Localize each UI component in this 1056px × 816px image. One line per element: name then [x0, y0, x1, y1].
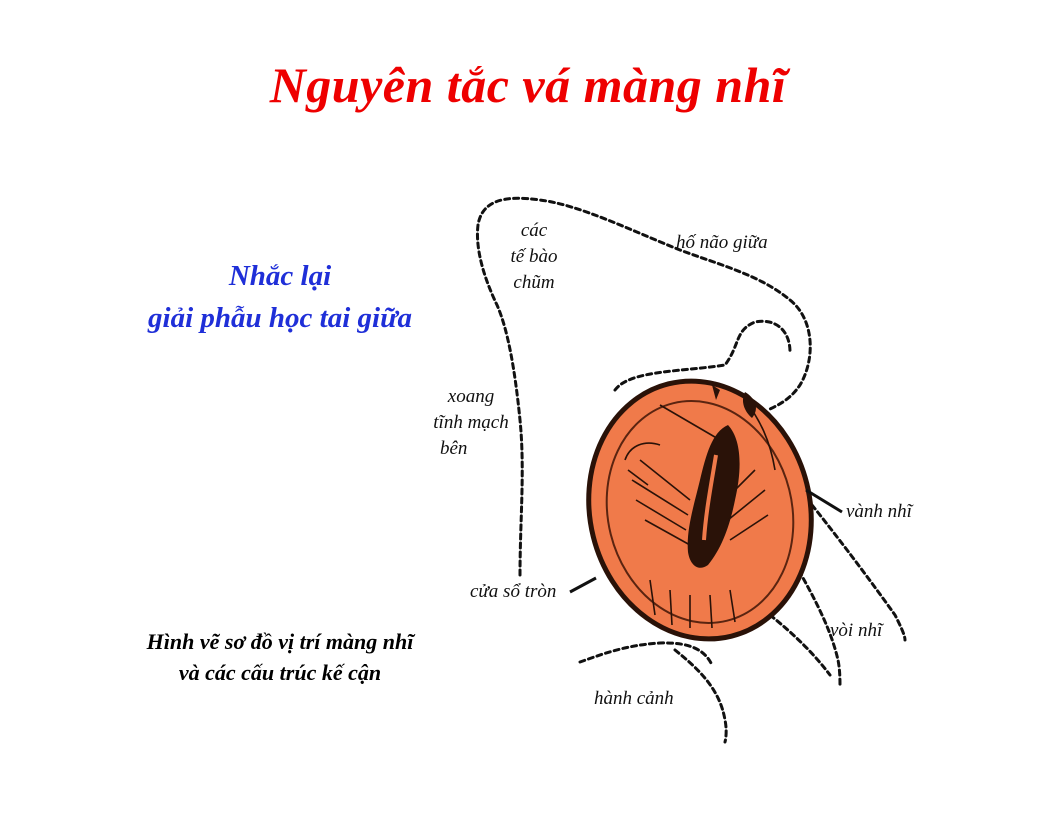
label-mastoid-line-2: tế bào: [510, 246, 558, 267]
label-round-window: cửa sổ tròn: [470, 581, 557, 602]
label-jugular-bulb: hành cảnh: [594, 688, 674, 709]
round-window-line: [578, 641, 714, 667]
ossicle-mark: [742, 392, 756, 418]
hatch-line: [639, 459, 691, 501]
hatch-line: [649, 579, 656, 616]
round-window-pointer: [569, 576, 597, 594]
section-subtitle: Nhắc lại giải phẫu học tai giữa: [60, 255, 500, 339]
malleus-handle: [687, 425, 740, 568]
eardrum-drawing: [586, 378, 814, 642]
malleus-highlight: [702, 454, 718, 541]
caption-line-2: và các cấu trúc kế cận: [178, 660, 382, 685]
eustachian-tube-line-1: [810, 503, 907, 642]
hatch-line: [627, 469, 649, 486]
label-middle-fossa: hố não giữa: [676, 232, 768, 253]
label-annulus: vành nhĩ: [846, 501, 912, 522]
subtitle-line-2: giải phẫu học tai giữa: [148, 302, 412, 334]
eardrum-inner-ring: [605, 400, 795, 624]
hatch-line: [624, 442, 661, 461]
hatch-line: [631, 479, 689, 516]
label-sinus-line-1: xoang: [447, 386, 495, 407]
caption-line-1: Hình vẽ sơ đồ vị trí màng nhĩ: [146, 629, 414, 654]
label-sinus-line-2: tĩnh mạch: [433, 412, 509, 433]
label-sinus-line-3: bên: [440, 438, 468, 459]
lower-tube-line: [768, 613, 832, 677]
page-title: Nguyên tắc vá màng nhĩ: [269, 57, 787, 113]
subtitle-line-1: Nhắc lại: [228, 260, 332, 292]
hatch-line: [709, 594, 713, 629]
figure-caption: Hình vẽ sơ đồ vị trí màng nhĩ và các cấu…: [60, 626, 500, 688]
tegmen-outline: [613, 319, 792, 392]
label-mastoid-cells: các tế bào chũm: [496, 218, 572, 296]
hatch-line: [727, 489, 766, 521]
hatch-line: [635, 499, 687, 531]
label-mastoid-line-1: các: [520, 220, 548, 241]
hatch-line: [669, 589, 673, 626]
mastoid-fossa-outline: [475, 196, 812, 577]
hatch-line: [729, 589, 736, 623]
hatch-line: [724, 469, 756, 501]
label-mastoid-line-3: chũm: [513, 272, 555, 293]
hatch-line: [644, 519, 691, 546]
label-eustachian-tube: vòi nhĩ: [830, 620, 883, 641]
eustachian-tube-line-2: [788, 553, 842, 690]
jugular-bulb-line: [673, 648, 728, 744]
hatch-line: [729, 514, 769, 541]
hatch-line: [659, 404, 721, 441]
ossicle-mark: [712, 385, 720, 400]
label-lateral-sinus: xoang tĩnh mạch bên: [415, 384, 527, 462]
annulus-pointer: [805, 488, 843, 514]
